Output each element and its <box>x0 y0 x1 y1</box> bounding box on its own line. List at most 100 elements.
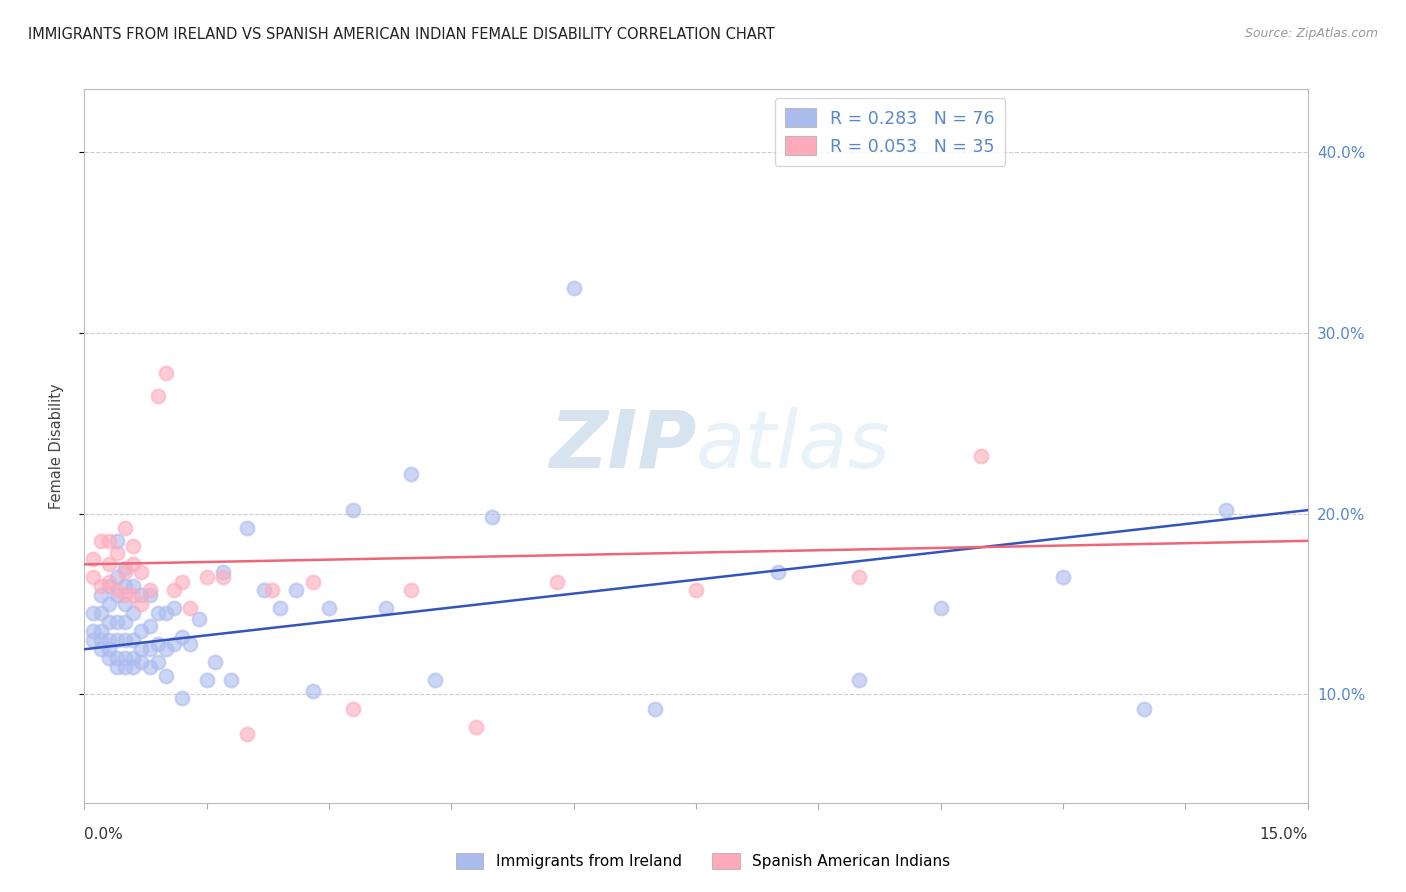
Point <box>155 366 177 380</box>
Point <box>848 673 870 687</box>
Point <box>179 600 201 615</box>
Point <box>562 281 585 295</box>
Point <box>105 547 128 561</box>
Point <box>970 449 993 463</box>
Point <box>236 727 259 741</box>
Point <box>204 655 226 669</box>
Point <box>122 651 145 665</box>
Point <box>236 521 259 535</box>
Point <box>219 673 242 687</box>
Point <box>90 588 112 602</box>
Point <box>138 642 160 657</box>
Point <box>848 570 870 584</box>
Point <box>146 655 169 669</box>
Point <box>146 606 169 620</box>
Point <box>163 637 186 651</box>
Point <box>105 533 128 548</box>
Point <box>260 582 283 597</box>
Text: IMMIGRANTS FROM IRELAND VS SPANISH AMERICAN INDIAN FEMALE DISABILITY CORRELATION: IMMIGRANTS FROM IRELAND VS SPANISH AMERI… <box>28 27 775 42</box>
Point <box>131 597 153 611</box>
Point <box>342 702 364 716</box>
Point <box>114 565 136 579</box>
Point <box>195 570 218 584</box>
Point <box>97 642 120 657</box>
Point <box>114 521 136 535</box>
Point <box>1215 503 1237 517</box>
Point <box>179 637 201 651</box>
Point <box>138 582 160 597</box>
Point <box>105 660 128 674</box>
Point <box>82 552 104 566</box>
Point <box>155 642 177 657</box>
Point <box>114 579 136 593</box>
Point <box>172 575 194 590</box>
Point <box>138 588 160 602</box>
Point <box>122 633 145 648</box>
Point <box>131 642 153 657</box>
Point <box>423 673 446 687</box>
Point <box>163 600 186 615</box>
Point <box>105 588 128 602</box>
Point <box>105 633 128 648</box>
Point <box>90 624 112 639</box>
Point <box>146 637 169 651</box>
Point <box>122 558 145 572</box>
Point <box>105 615 128 629</box>
Point <box>138 619 160 633</box>
Legend: R = 0.283   N = 76, R = 0.053   N = 35: R = 0.283 N = 76, R = 0.053 N = 35 <box>775 98 1005 166</box>
Point <box>122 579 145 593</box>
Point <box>131 565 153 579</box>
Point <box>929 600 952 615</box>
Point <box>97 597 120 611</box>
Point <box>97 651 120 665</box>
Point <box>105 570 128 584</box>
Point <box>90 606 112 620</box>
Text: Source: ZipAtlas.com: Source: ZipAtlas.com <box>1244 27 1378 40</box>
Point <box>285 582 308 597</box>
Point <box>163 582 186 597</box>
Point <box>90 533 112 548</box>
Point <box>114 651 136 665</box>
Point <box>481 510 503 524</box>
Point <box>155 669 177 683</box>
Text: 15.0%: 15.0% <box>1260 827 1308 841</box>
Point <box>464 720 486 734</box>
Point <box>90 579 112 593</box>
Point <box>131 624 153 639</box>
Point <box>766 565 789 579</box>
Point <box>122 606 145 620</box>
Point <box>122 539 145 553</box>
Point <box>82 633 104 648</box>
Point <box>82 624 104 639</box>
Point <box>212 570 235 584</box>
Point <box>212 565 235 579</box>
Point <box>105 651 128 665</box>
Point <box>1133 702 1156 716</box>
Point <box>399 467 422 481</box>
Point <box>82 606 104 620</box>
Point <box>138 660 160 674</box>
Point <box>114 633 136 648</box>
Legend: Immigrants from Ireland, Spanish American Indians: Immigrants from Ireland, Spanish America… <box>450 847 956 875</box>
Point <box>399 582 422 597</box>
Point <box>90 633 112 648</box>
Point <box>97 615 120 629</box>
Point <box>195 673 218 687</box>
Point <box>253 582 276 597</box>
Point <box>131 588 153 602</box>
Point <box>269 600 291 615</box>
Point <box>546 575 568 590</box>
Point <box>375 600 398 615</box>
Point <box>97 633 120 648</box>
Point <box>146 389 169 403</box>
Point <box>97 575 120 590</box>
Point <box>1052 570 1074 584</box>
Text: ZIP: ZIP <box>548 407 696 485</box>
Point <box>172 691 194 706</box>
Point <box>685 582 707 597</box>
Y-axis label: Female Disability: Female Disability <box>49 384 63 508</box>
Point <box>114 660 136 674</box>
Point <box>114 561 136 575</box>
Point <box>131 655 153 669</box>
Point <box>114 615 136 629</box>
